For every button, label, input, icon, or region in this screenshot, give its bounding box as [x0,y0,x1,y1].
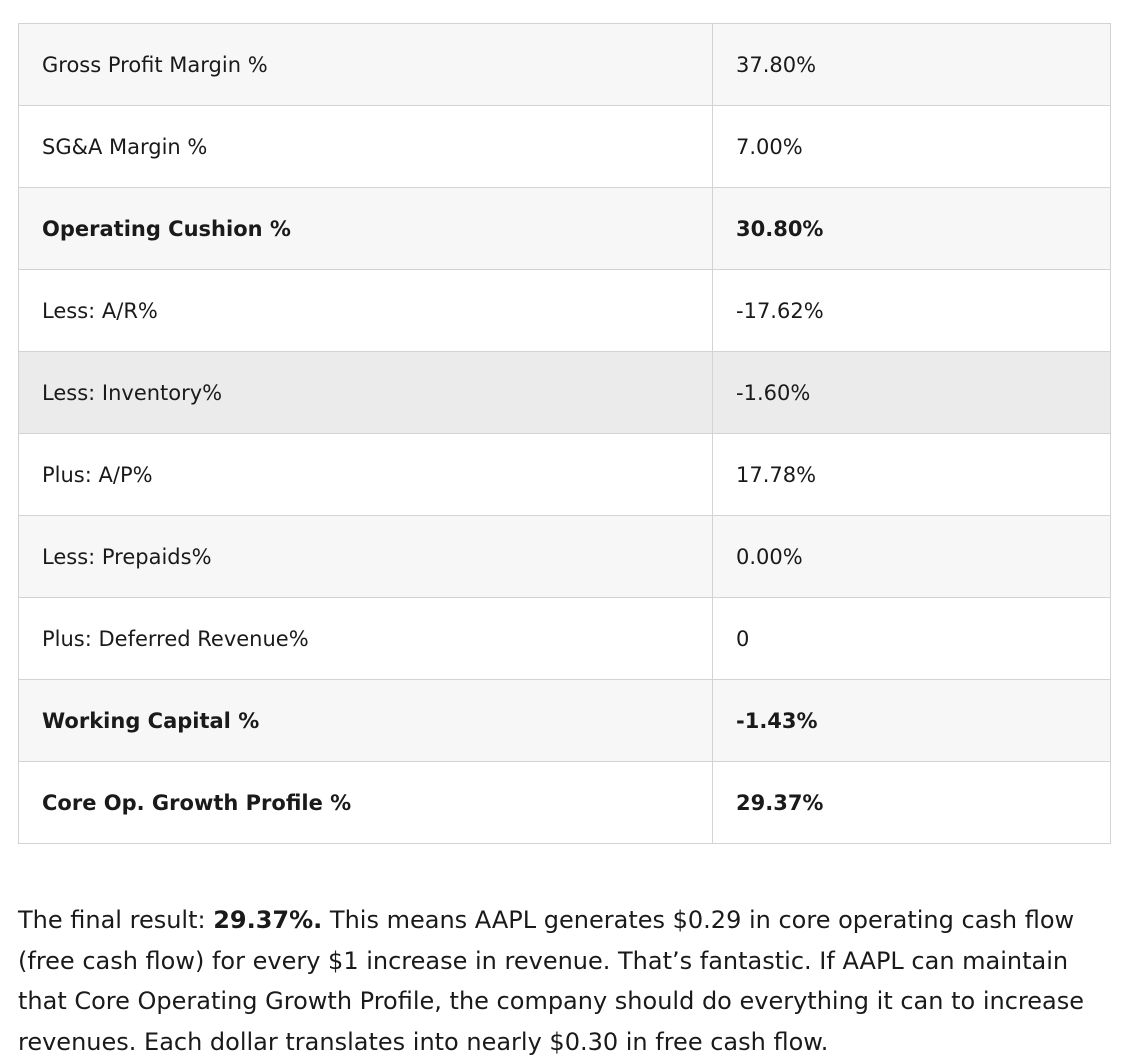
row-label: Less: Inventory% [18,351,713,434]
table-row: SG&A Margin % 7.00% [18,105,1111,188]
table-row: Working Capital % -1.43% [18,679,1111,762]
row-label: Core Op. Growth Profile % [18,761,713,844]
table-row: Less: Prepaids% 0.00% [18,515,1111,598]
row-value: -1.43% [712,679,1111,762]
summary-intro: The final result: [18,906,214,934]
row-label: Gross Profit Margin % [18,23,713,106]
table-row: Less: A/R% -17.62% [18,269,1111,352]
row-label: Plus: A/P% [18,433,713,516]
metrics-table: Gross Profit Margin % 37.80% SG&A Margin… [18,23,1111,844]
row-label: SG&A Margin % [18,105,713,188]
row-value: 0.00% [712,515,1111,598]
row-label: Working Capital % [18,679,713,762]
table-row: Core Op. Growth Profile % 29.37% [18,761,1111,844]
table-row: Operating Cushion % 30.80% [18,187,1111,270]
row-label: Less: A/R% [18,269,713,352]
row-value: 37.80% [712,23,1111,106]
row-label: Less: Prepaids% [18,515,713,598]
row-value: 17.78% [712,433,1111,516]
row-value: 0 [712,597,1111,680]
table-row: Gross Profit Margin % 37.80% [18,23,1111,106]
row-value: 7.00% [712,105,1111,188]
table-row: Plus: Deferred Revenue% 0 [18,597,1111,680]
row-value: 30.80% [712,187,1111,270]
row-label: Operating Cushion % [18,187,713,270]
table-row: Plus: A/P% 17.78% [18,433,1111,516]
row-value: -17.62% [712,269,1111,352]
table-row: Less: Inventory% -1.60% [18,351,1111,434]
row-value: -1.60% [712,351,1111,434]
summary-paragraph: The final result: 29.37%. This means AAP… [18,900,1110,1062]
row-value: 29.37% [712,761,1111,844]
row-label: Plus: Deferred Revenue% [18,597,713,680]
metrics-table-container: Gross Profit Margin % 37.80% SG&A Margin… [18,23,1111,844]
summary-highlight: 29.37%. [213,906,323,934]
